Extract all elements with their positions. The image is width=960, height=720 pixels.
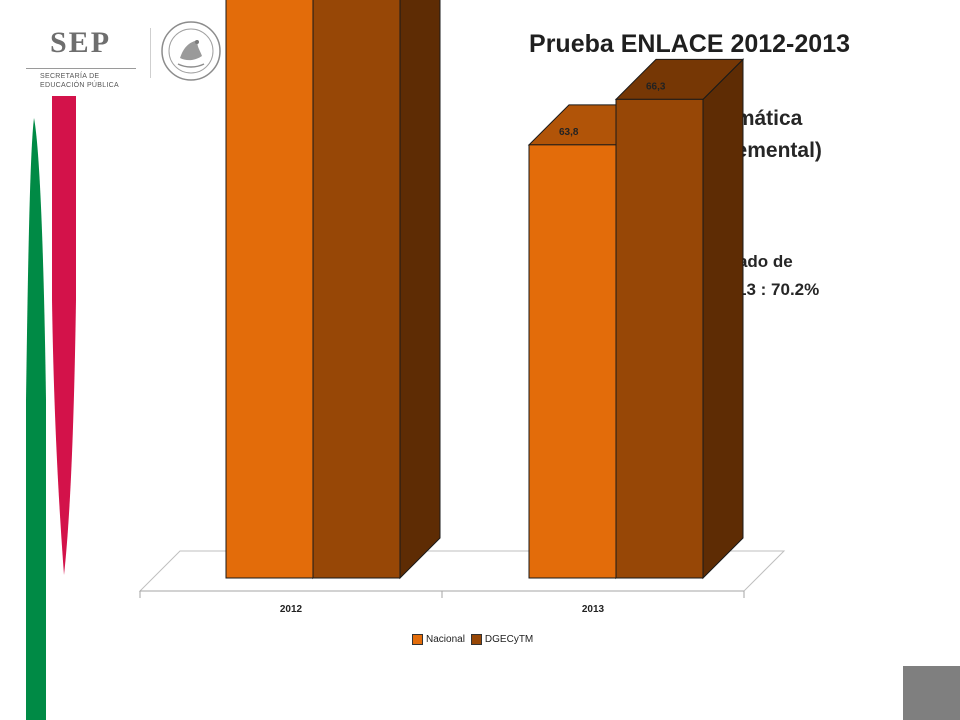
sep-logo-subtitle: SECRETARÍA DE EDUCACIÓN PÚBLICA: [40, 72, 140, 90]
bar-side-dgecytm-2012: [399, 0, 441, 580]
sep-logo-letters: SEP: [50, 26, 112, 59]
logo-divider: [150, 28, 151, 78]
mexico-seal-icon: [161, 21, 221, 81]
legend-swatch-nacional: [412, 634, 423, 645]
corner-gray-box: [903, 666, 960, 720]
bar-side-dgecytm-2013: [702, 58, 744, 580]
sep-logo-line2: EDUCACIÓN PÚBLICA: [40, 82, 120, 89]
red-stripe: [52, 96, 76, 575]
page-title: Prueba ENLACE 2012-2013: [529, 30, 850, 58]
sep-logo: SEP SECRETARÍA DE EDUCACIÓN PÚBLICA: [14, 22, 144, 89]
data-label-dgecytm-2013: 66,3: [646, 81, 666, 92]
chart-legend: Nacional DGECyTM: [412, 634, 539, 645]
legend-item-nacional: Nacional: [412, 634, 465, 645]
bar-nacional-2012: [225, 0, 314, 579]
legend-swatch-dgecytm: [470, 634, 482, 645]
sep-logo-line: [26, 68, 136, 69]
legend-label-nacional: Nacional: [426, 634, 465, 645]
decorative-stripes: [26, 96, 76, 720]
x-tick-label-2012: 2012: [280, 604, 303, 615]
x-tick-label-2013: 2013: [582, 604, 605, 615]
legend-item-dgecytm: DGECyTM: [470, 634, 534, 645]
legend-label-dgecytm: DGECyTM: [484, 634, 534, 645]
sep-logo-line1: SECRETARÍA DE: [40, 73, 100, 80]
bar-dgecytm-2012: [312, 0, 401, 579]
bar-nacional-2013: [528, 144, 617, 579]
green-stripe: [26, 118, 46, 720]
data-label-nacional-2013: 63,8: [559, 127, 579, 138]
bar-dgecytm-2013: [615, 98, 704, 579]
